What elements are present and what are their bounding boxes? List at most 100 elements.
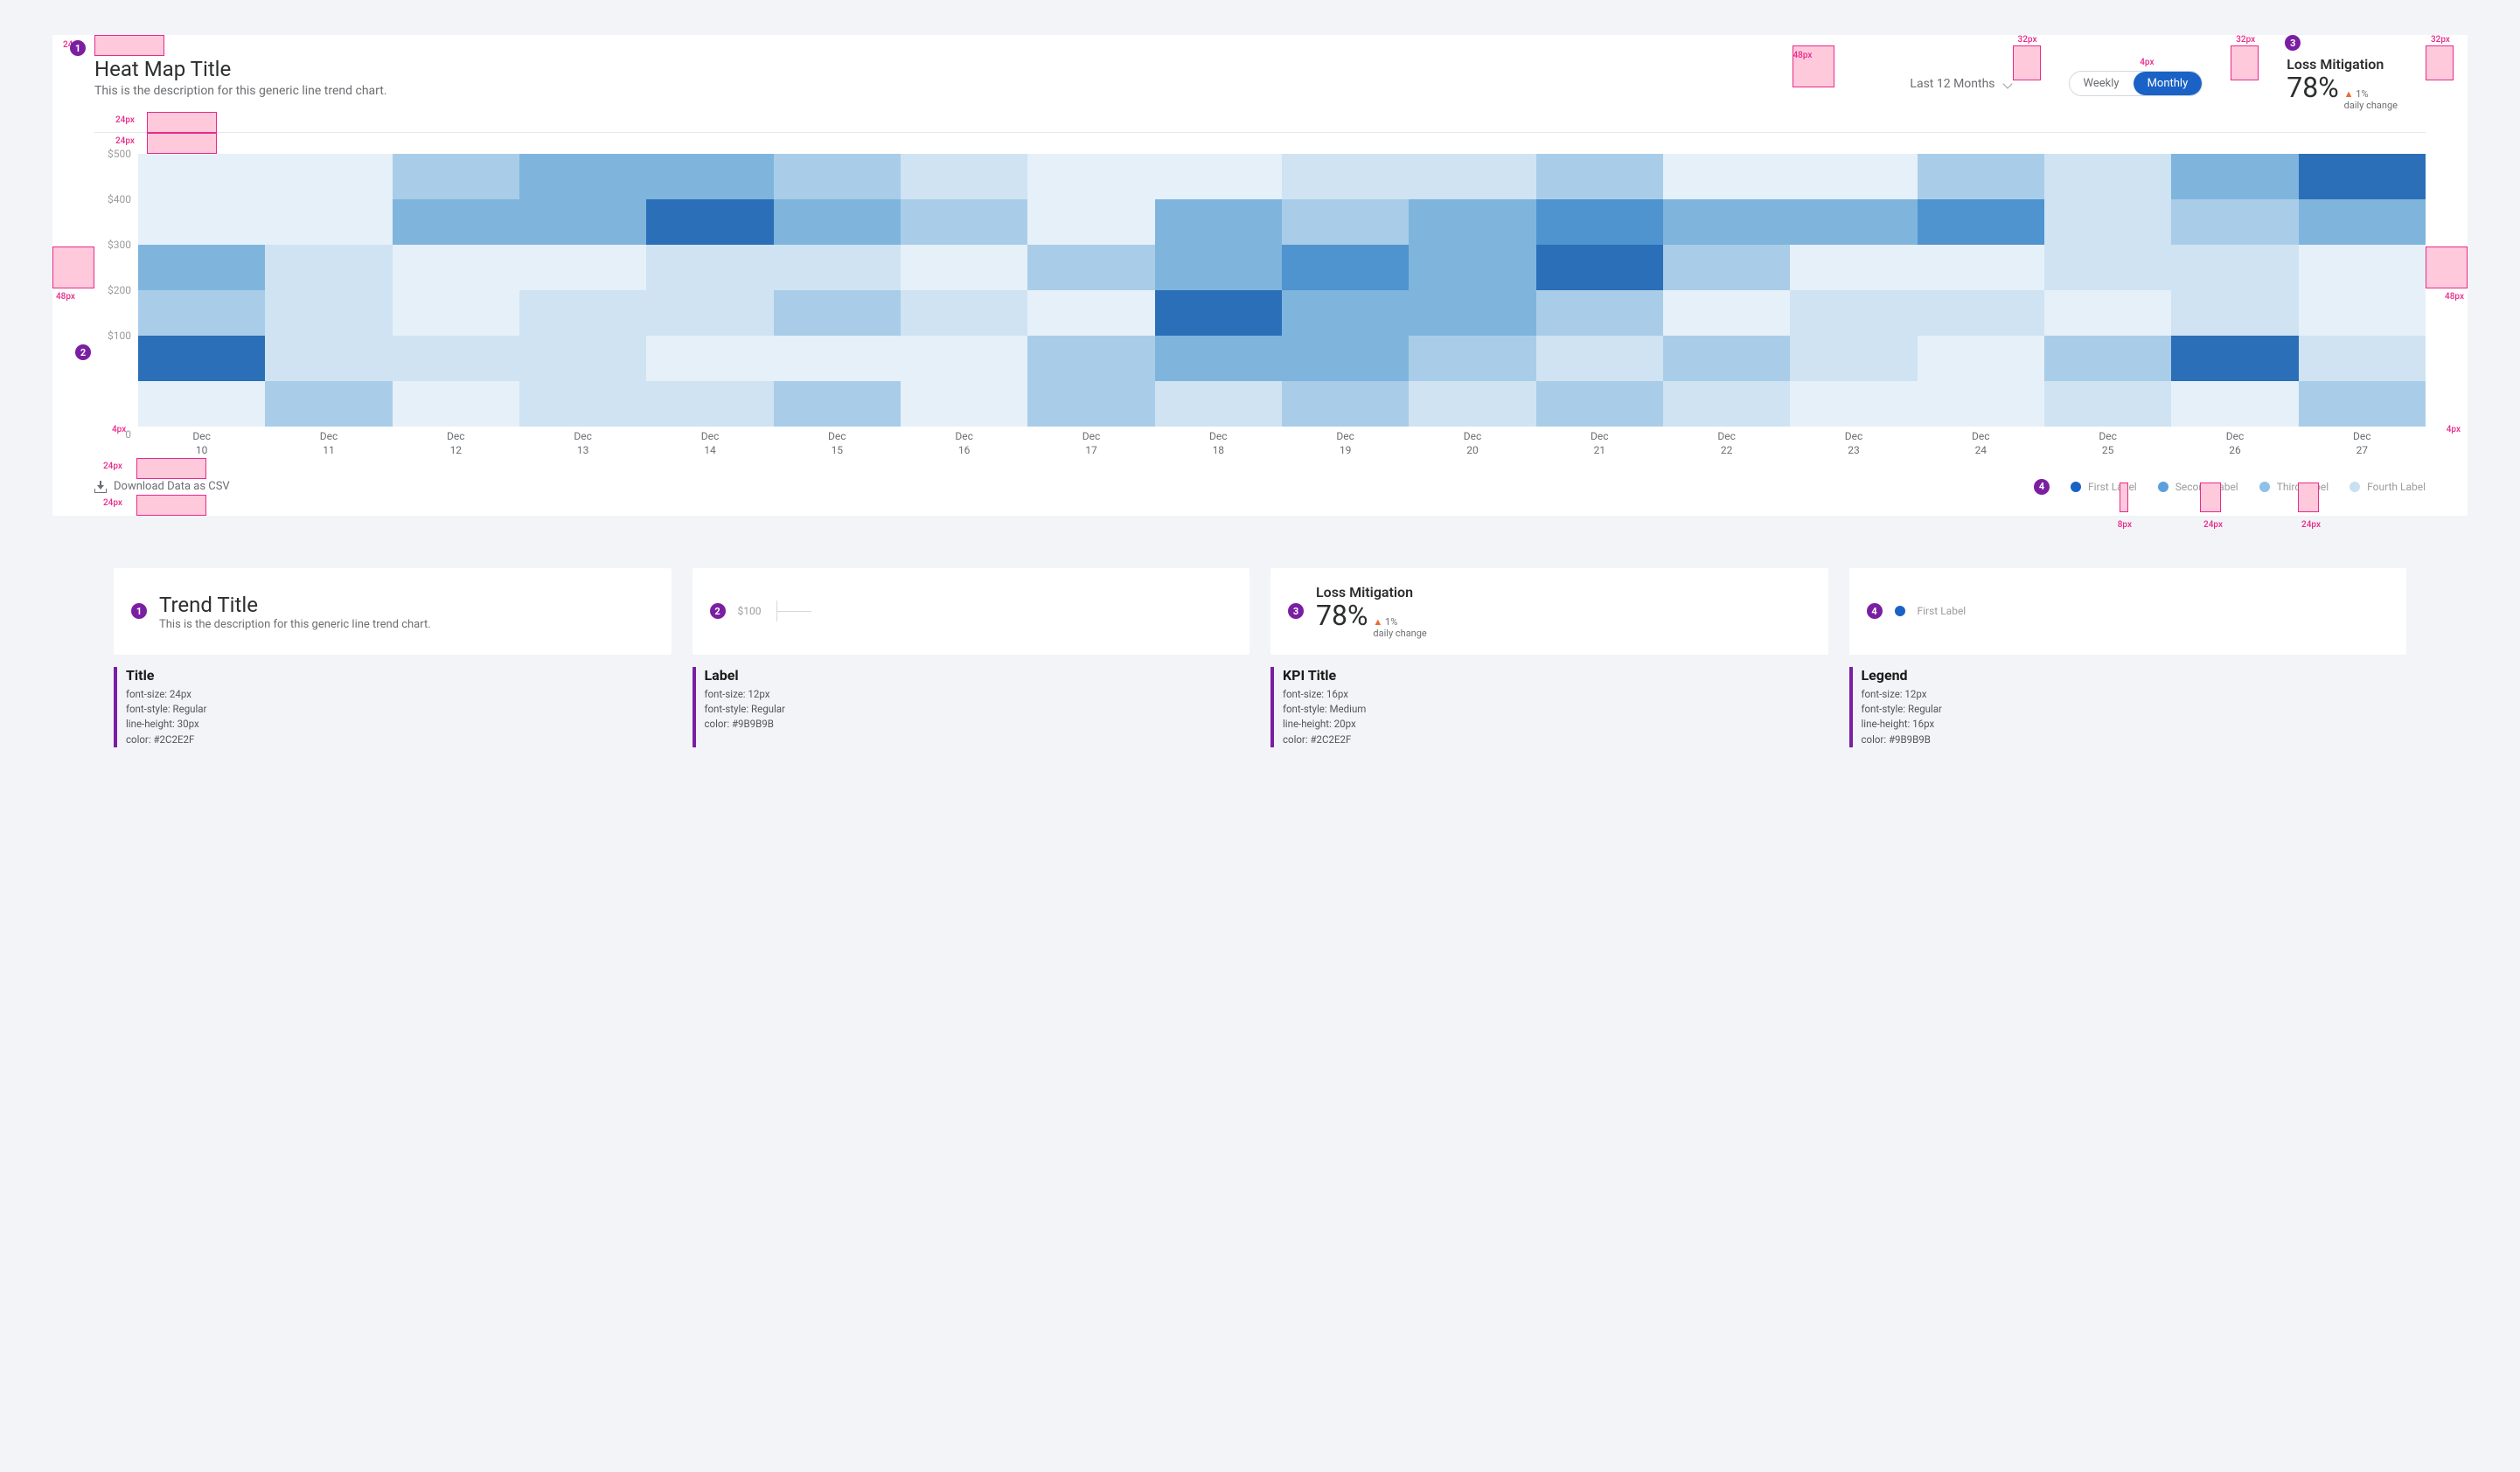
heatmap-cell: [1918, 336, 2044, 381]
spec-detail-2-heading: Label: [705, 667, 1250, 684]
heatmap-cell: [138, 336, 265, 381]
spec-detail-4: Legend font-size: 12pxfont-style: Regula…: [1849, 667, 2407, 747]
axis-tick-icon: [776, 594, 811, 628]
heatmap-cell: [265, 245, 392, 290]
heatmap-cell: [2299, 245, 2426, 290]
spacing-annotation: [52, 246, 94, 288]
spec-detail-line: color: #2C2E2F: [1283, 733, 1828, 747]
heatmap-cell: [1663, 290, 1790, 336]
heatmap-cell: [2171, 154, 2298, 199]
heatmap-cell: [1409, 199, 1535, 245]
heatmap-cell: [1663, 154, 1790, 199]
y-axis-label: $200: [94, 284, 138, 330]
heatmap-cell: [1536, 290, 1663, 336]
spec-detail-line: line-height: 20px: [1283, 717, 1828, 732]
download-csv[interactable]: Download Data as CSV: [94, 480, 230, 493]
spec1-subtitle: This is the description for this generic…: [159, 618, 431, 631]
heatmap-cell: [2044, 245, 2171, 290]
spacing-annotation: [147, 133, 217, 154]
heatmap-cell: [646, 381, 773, 427]
heatmap-cell: [1409, 154, 1535, 199]
heatmap-cell: [1663, 381, 1790, 427]
spec-detail-line: font-size: 16px: [1283, 687, 1828, 702]
card-header: 1 Heat Map Title This is the description…: [94, 35, 2426, 133]
spec-detail-2: Label font-size: 12pxfont-style: Regular…: [693, 667, 1250, 747]
range-label: Last 12 Months: [1910, 77, 1994, 91]
heatmap-cell: [1918, 245, 2044, 290]
y-axis-label: [94, 375, 138, 420]
heatmap-cell: [1536, 381, 1663, 427]
heatmap-cell: [2299, 336, 2426, 381]
spacing-label: 24px: [2203, 520, 2223, 530]
heatmap-cell: [1536, 336, 1663, 381]
range-select[interactable]: Last 12 Months: [1910, 77, 2012, 91]
heatmap-cell: [1282, 154, 1409, 199]
heatmap-cell: [138, 245, 265, 290]
heatmap-cell: [1155, 245, 1282, 290]
x-axis-label: Dec23: [1790, 430, 1917, 457]
chart-subtitle: This is the description for this generic…: [94, 84, 387, 98]
heatmap-cell: [1155, 336, 1282, 381]
spacing-annotation: [2231, 45, 2259, 80]
x-axis-label: Dec21: [1536, 430, 1663, 457]
x-axis-label: Dec14: [646, 430, 773, 457]
chevron-down-icon: [2002, 79, 2013, 89]
heatmap-cell: [1790, 336, 1917, 381]
spacing-annotation: [94, 35, 164, 56]
spacing-annotation: [2298, 483, 2319, 512]
toggle-monthly[interactable]: Monthly: [2134, 72, 2203, 95]
callout-badge-1: 1: [70, 40, 86, 56]
heatmap-cell: [393, 381, 519, 427]
y-axis-label: $400: [94, 193, 138, 239]
heatmap-cell: [646, 245, 773, 290]
spec-detail-line: line-height: 30px: [126, 717, 672, 732]
heatmap-cell: [774, 381, 901, 427]
heatmap-cell: [393, 336, 519, 381]
heatmap-cell: [519, 381, 646, 427]
heatmap-cell: [1790, 245, 1917, 290]
heatmap-cell: [2171, 336, 2298, 381]
heatmap-cell: [2299, 381, 2426, 427]
heatmap-cell: [2044, 199, 2171, 245]
heatmap-cell: [519, 245, 646, 290]
heatmap-cell: [1282, 336, 1409, 381]
legend-item: Fourth Label: [2349, 481, 2426, 493]
kpi-change-arrow: ▲: [2344, 88, 2354, 100]
heatmap-cell: [393, 199, 519, 245]
spec-panel-2: 2 $100: [693, 568, 1250, 655]
toggle-weekly[interactable]: Weekly: [2070, 72, 2134, 95]
heatmap-cell: [1282, 199, 1409, 245]
title-block: Heat Map Title This is the description f…: [94, 56, 387, 98]
spacing-label: 48px: [1793, 51, 1812, 60]
spec-details: Title font-size: 24pxfont-style: Regular…: [52, 655, 2468, 747]
spec-badge-2: 2: [710, 603, 726, 619]
spec3-change-label: daily change: [1373, 628, 1426, 639]
spec3-value: 78%: [1316, 601, 1368, 629]
heatmap-cell: [774, 154, 901, 199]
card-footer: Download Data as CSV 4 First LabelSecond…: [94, 458, 2426, 516]
heatmap-cell: [265, 199, 392, 245]
callout-badge-3: 3: [2285, 35, 2301, 51]
spacing-label: 32px: [2431, 35, 2450, 45]
heatmap-cell: [901, 245, 1027, 290]
x-axis-label: Dec19: [1282, 430, 1409, 457]
spec-detail-line: font-style: Regular: [705, 702, 1250, 717]
heatmap-cell: [1663, 245, 1790, 290]
spacing-label: 32px: [2236, 35, 2255, 45]
spacing-annotation: [136, 495, 206, 516]
heatmap-cell: [1027, 154, 1154, 199]
heatmap-cell: [1790, 381, 1917, 427]
callout-badge-2: 2: [75, 344, 91, 360]
heatmap-cell: [2171, 245, 2298, 290]
heatmap-cell: [1027, 199, 1154, 245]
heatmap-cell: [1027, 336, 1154, 381]
heatmap-cell: [1027, 381, 1154, 427]
heatmap-cell: [1918, 154, 2044, 199]
spec-detail-line: font-style: Medium: [1283, 702, 1828, 717]
kpi-change-value: 1%: [2356, 88, 2368, 100]
heatmap-cell: [1663, 199, 1790, 245]
heatmap-wrap: 48px 48px 2 $500$400$300$200$100 4px 4px…: [94, 133, 2426, 457]
heatmap-cell: [2171, 199, 2298, 245]
spacing-label: 24px: [103, 462, 122, 471]
spacing-annotation: [2120, 483, 2128, 512]
